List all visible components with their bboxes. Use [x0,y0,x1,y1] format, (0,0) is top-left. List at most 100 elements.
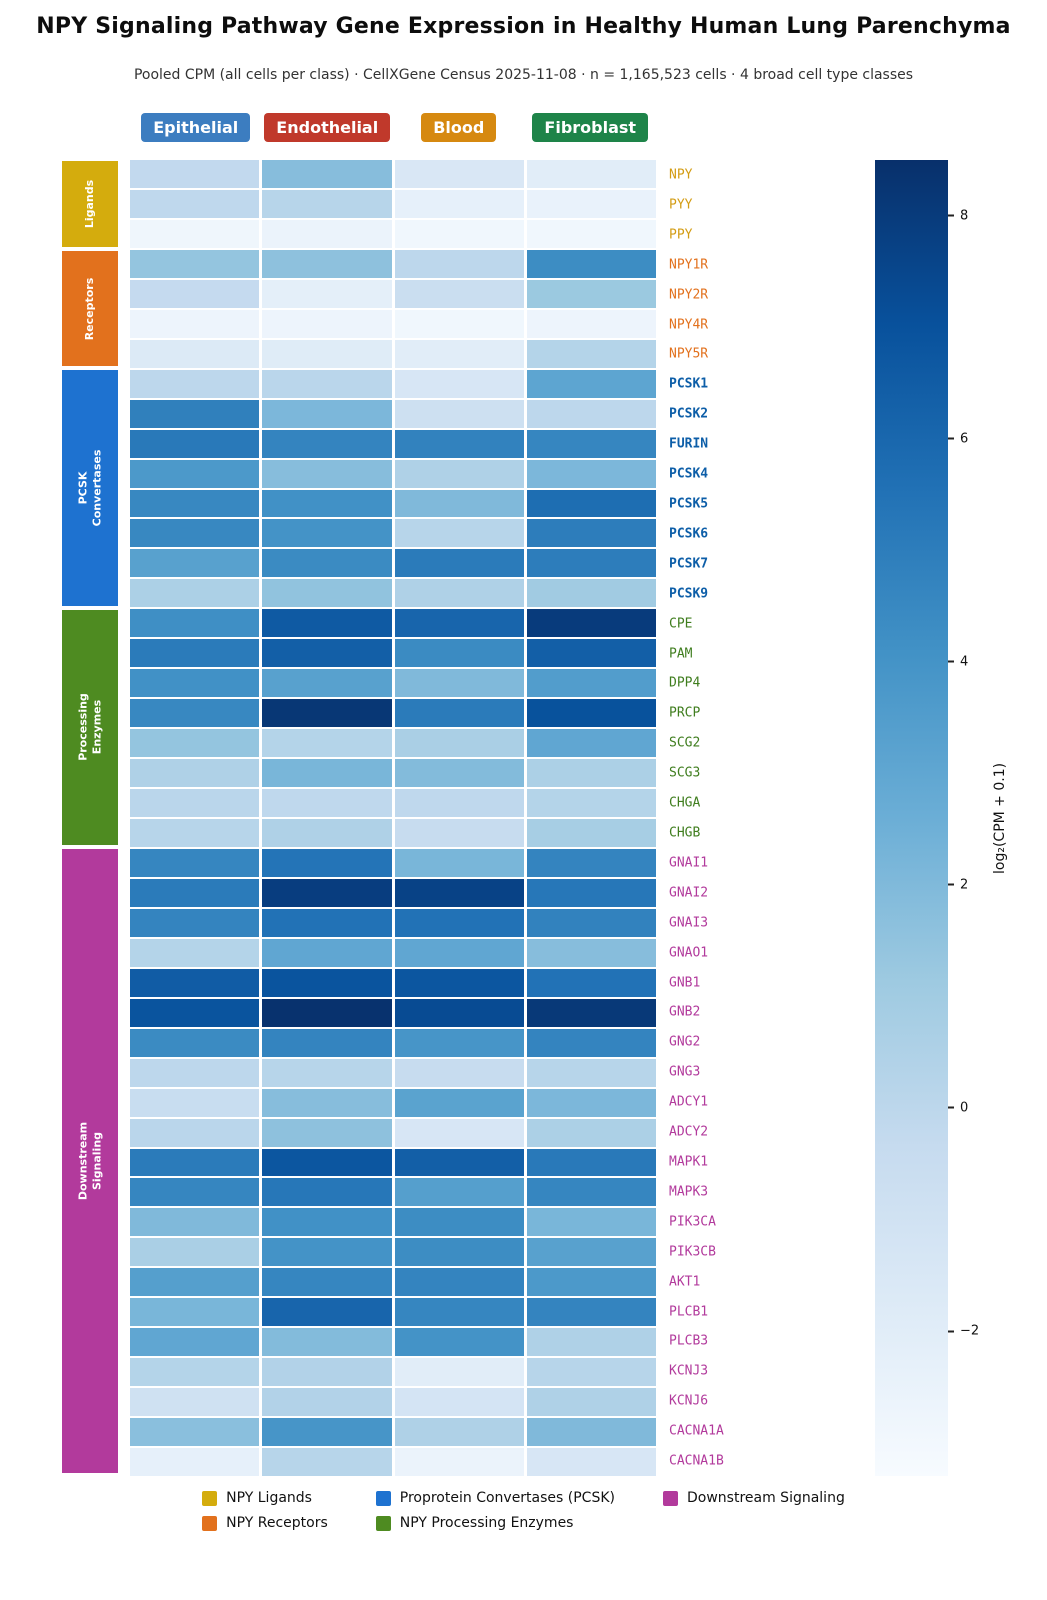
heatmap-cell-kcnj3-epithelial [130,1358,260,1387]
heatmap-cell-chgb-blood [394,819,524,847]
heatmap-cell-gnb2-blood [394,998,524,1027]
heatmap-cell-plcb3-blood [394,1328,524,1357]
heatmap-cell-kcnj6-endothelial [262,1388,392,1417]
heatmap-grid [130,160,656,1476]
heatmap-cell-scg2-epithelial [130,729,260,758]
gene-label-scg2: SCG2 [669,735,701,751]
column-header-fibroblast: Fibroblast [532,112,649,142]
heatmap-cell-mapk1-endothelial [262,1148,392,1177]
heatmap-cell-plcb1-epithelial [130,1298,260,1327]
colorbar-tickmark [948,1106,954,1109]
legend-swatch-proprotein-convertases-pcsk [375,1490,391,1506]
heatmap-cell-adcy2-endothelial [262,1118,392,1147]
heatmap-cell-pcsk4-fibroblast [526,459,656,488]
gene-label-plcb3: PLCB3 [669,1333,709,1349]
heatmap-cell-adcy1-fibroblast [526,1088,656,1117]
gene-label-kcnj3: KCNJ3 [669,1363,709,1379]
heatmap-cell-plcb1-fibroblast [526,1298,656,1327]
legend-item-npy-receptors: NPY Receptors [202,1515,328,1531]
heatmap-cell-furin-epithelial [130,429,260,458]
colorbar-gradient [875,160,948,1476]
heatmap-cell-pcsk2-epithelial [130,399,260,428]
heatmap-cell-gng2-endothelial [262,1028,392,1057]
gene-label-pcsk1: PCSK1 [669,376,709,392]
heatmap-cell-gnao1-blood [394,938,524,967]
heatmap-cell-npy-blood [394,160,524,188]
legend-label: NPY Receptors [226,1515,328,1531]
heatmap-cell-gnai2-endothelial [262,878,392,907]
heatmap-cell-mapk3-epithelial [130,1178,260,1207]
colorbar-tick-8: 8 [948,208,968,223]
colorbar-tick--2: −2 [948,1324,979,1339]
heatmap-cell-npy5r-epithelial [130,339,260,368]
legend-swatch-npy-receptors [202,1515,218,1531]
heatmap-cell-adcy1-epithelial [130,1088,260,1117]
heatmap-cell-cpe-fibroblast [526,609,656,638]
gene-label-cpe: CPE [669,616,693,632]
heatmap-cell-gnai2-blood [394,878,524,907]
heatmap-cell-mapk3-fibroblast [526,1178,656,1207]
heatmap-cell-gng2-epithelial [130,1028,260,1057]
gene-label-pam: PAM [669,646,693,661]
gene-labels: NPY PYY PPY NPY1R NPY2R NPY4R NPY5R PCSK1 PCSK2 F… [669,160,819,1476]
heatmap-cell-furin-endothelial [262,429,392,458]
colorbar-tick-0: 0 [948,1100,968,1115]
gene-label-mapk1: MAPK1 [669,1154,709,1170]
heatmap-cell-scg3-endothelial [262,759,392,788]
heatmap-cell-scg2-endothelial [262,729,392,758]
heatmap-cell-gnb1-endothelial [262,968,392,997]
heatmap-cell-npy5r-fibroblast [526,339,656,368]
heatmap-cell-pik3ca-endothelial [262,1208,392,1237]
heatmap-cell-pyy-fibroblast [526,189,656,218]
heatmap-cell-kcnj6-blood [394,1388,524,1417]
category-block-ligands: Ligands [62,161,118,247]
heatmap-cell-furin-fibroblast [526,429,656,458]
heatmap-cell-mapk1-blood [394,1148,524,1177]
category-block-downstream-signaling: Downstream Signaling [62,848,118,1473]
legend-grid: NPY Ligands Proprotein Convertases (PCSK)… [202,1490,845,1531]
heatmap-cell-pyy-epithelial [130,189,260,218]
gene-label-pcsk4: PCSK4 [669,466,709,482]
heatmap-cell-pcsk9-fibroblast [526,579,656,608]
column-header-cell-epithelial: Epithelial [130,108,262,146]
heatmap-cell-akt1-fibroblast [526,1268,656,1297]
heatmap-cell-cacna1a-endothelial [262,1418,392,1447]
heatmap-cell-gnb1-epithelial [130,968,260,997]
legend-swatch-downstream-signaling [663,1490,678,1506]
heatmap-cell-gnai3-blood [394,908,524,937]
heatmap-cell-gng2-blood [394,1028,524,1057]
gene-label-pyy: PYY [669,197,693,213]
gene-label-npy5r: NPY5R [669,346,709,362]
heatmap-cell-npy5r-endothelial [262,339,392,368]
heatmap-cell-cacna1a-blood [394,1418,524,1447]
legend-label: Proprotein Convertases (PCSK) [399,1490,615,1506]
gene-label-kcnj6: KCNJ6 [669,1393,709,1409]
gene-label-pik3cb: PIK3CB [669,1244,716,1260]
heatmap-cell-npy-endothelial [262,160,392,188]
heatmap-cell-mapk3-endothelial [262,1178,392,1207]
heatmap-cell-chga-blood [394,789,524,817]
gene-label-plcb1: PLCB1 [669,1304,709,1319]
gene-label-gnai2: GNAI2 [669,885,709,901]
heatmap-cell-kcnj3-endothelial [262,1358,392,1387]
gene-label-gng2: GNG2 [669,1034,701,1050]
gene-label-chgb: CHGB [669,825,701,841]
column-header-blood: Blood [421,112,497,142]
heatmap-cell-plcb3-endothelial [262,1328,392,1357]
legend-label: NPY Ligands [226,1490,312,1506]
heatmap-cell-pcsk6-epithelial [130,519,260,548]
heatmap-cell-pik3cb-fibroblast [526,1238,656,1267]
heatmap-cell-pcsk4-endothelial [262,459,392,488]
heatmap-cell-akt1-endothelial [262,1268,392,1297]
page-title: NPY Signaling Pathway Gene Expression in… [36,14,1011,39]
heatmap-cell-pyy-blood [394,189,524,218]
heatmap-cell-cacna1b-blood [394,1448,524,1476]
gene-label-dpp4: DPP4 [669,675,701,691]
heatmap-cell-pcsk7-blood [394,549,524,578]
heatmap-cell-gng3-fibroblast [526,1058,656,1087]
colorbar-tickmark [948,214,954,217]
heatmap-cell-gng3-blood [394,1058,524,1087]
heatmap-cell-pcsk5-epithelial [130,489,260,518]
gene-label-npy2r: NPY2R [669,287,709,303]
heatmap-cell-ppy-epithelial [130,219,260,248]
